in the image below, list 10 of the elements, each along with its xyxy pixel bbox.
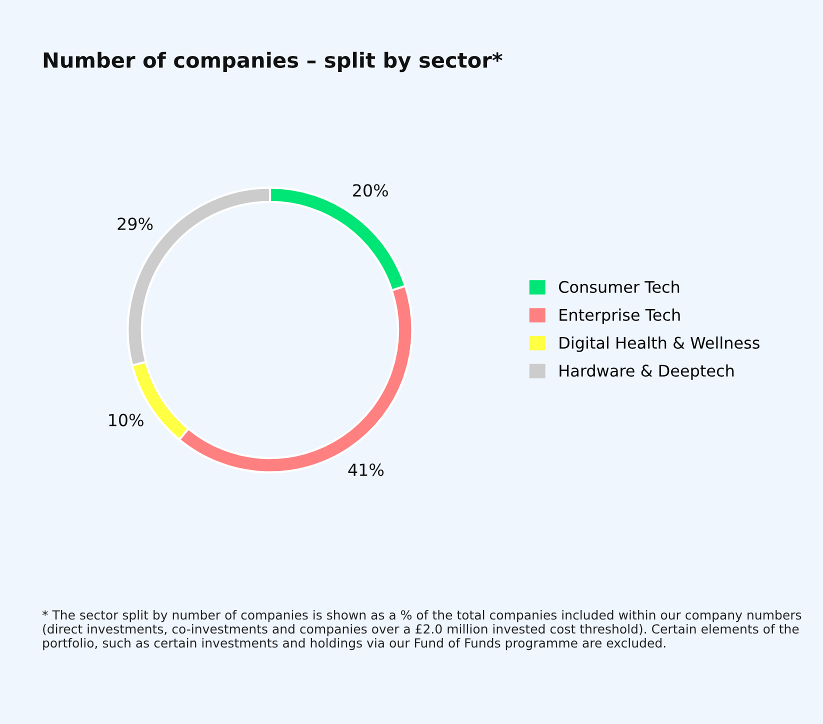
data-label: 20% <box>353 184 388 197</box>
legend-label: Consumer Tech <box>559 280 680 293</box>
text: * The sector split by number of companies is shown as a % of the total companies included within our company numbers (direct investments, co-investments and companies over a £2.0 million invested cost threshold). Certain elements of the portfolio, such as certain investments and holdings via our Fund of Funds programme are excluded. <box>42 610 802 650</box>
data-label: 29% <box>118 218 153 230</box>
legend-label: Enterprise Tech <box>560 308 680 324</box>
legend-label: Hardware & Deeptech <box>560 364 734 380</box>
data-label: 41% <box>348 463 384 476</box>
chart-title: Number of companies – split by sector* <box>44 52 502 72</box>
legend-label: Digital Health & Wellness <box>560 336 760 352</box>
data-label: 10% <box>109 414 144 426</box>
